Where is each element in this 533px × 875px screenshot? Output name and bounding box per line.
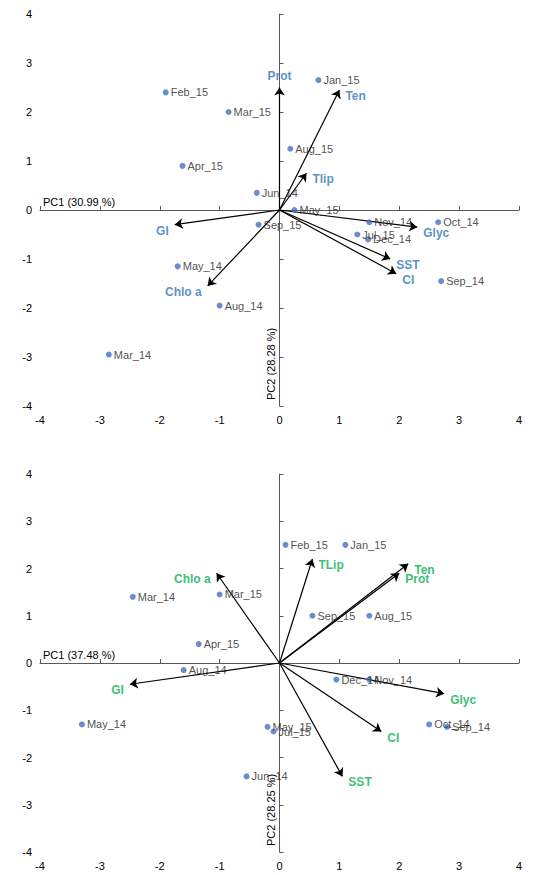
svg-text:-3: -3 <box>95 860 105 872</box>
svg-text:Prot: Prot <box>405 572 429 586</box>
svg-text:Aug_14: Aug_14 <box>225 300 263 312</box>
svg-text:Apr_15: Apr_15 <box>188 160 223 172</box>
svg-text:Sep_14: Sep_14 <box>452 721 490 733</box>
svg-text:-4: -4 <box>22 846 32 858</box>
svg-text:Sep_15: Sep_15 <box>317 610 355 622</box>
svg-text:Oct_14: Oct_14 <box>443 216 478 228</box>
svg-text:May_14: May_14 <box>183 260 222 272</box>
svg-text:3: 3 <box>26 57 32 69</box>
svg-text:CI: CI <box>402 273 414 287</box>
svg-text:4: 4 <box>516 414 522 426</box>
svg-text:GI: GI <box>111 683 124 697</box>
svg-text:Mar_14: Mar_14 <box>114 349 151 361</box>
svg-text:Chlo a: Chlo a <box>174 572 211 586</box>
svg-text:Prot: Prot <box>268 69 292 83</box>
svg-text:-2: -2 <box>155 860 165 872</box>
svg-text:Jan_15: Jan_15 <box>323 74 359 86</box>
svg-text:4: 4 <box>26 8 32 20</box>
svg-text:-1: -1 <box>215 860 225 872</box>
svg-text:Feb_15: Feb_15 <box>290 539 327 551</box>
svg-text:Feb_15: Feb_15 <box>171 86 208 98</box>
svg-text:Apr_15: Apr_15 <box>204 638 239 650</box>
svg-text:PC2 (28.25 %): PC2 (28.25 %) <box>265 774 277 846</box>
svg-text:CI: CI <box>387 731 399 745</box>
svg-text:PC2 (28.28 %): PC2 (28.28 %) <box>265 328 277 400</box>
svg-text:1: 1 <box>336 860 342 872</box>
svg-text:Ten: Ten <box>414 562 435 577</box>
svg-text:-1: -1 <box>215 414 225 426</box>
svg-text:Glyc: Glyc <box>423 226 449 240</box>
svg-text:-1: -1 <box>22 704 32 716</box>
svg-text:2: 2 <box>396 414 402 426</box>
svg-text:3: 3 <box>26 515 32 527</box>
svg-text:3: 3 <box>456 414 462 426</box>
svg-text:Dec_14: Dec_14 <box>341 674 379 686</box>
svg-text:May_15: May_15 <box>299 204 338 216</box>
svg-text:Mar_15: Mar_15 <box>225 588 262 600</box>
svg-text:Nov_14: Nov_14 <box>374 674 412 686</box>
svg-text:SST: SST <box>348 775 372 789</box>
svg-text:0: 0 <box>26 204 32 216</box>
svg-text:1: 1 <box>26 155 32 167</box>
svg-text:0: 0 <box>26 657 32 669</box>
svg-text:GI: GI <box>156 224 169 238</box>
svg-text:PC1 (30.99 %): PC1 (30.99 %) <box>43 196 115 208</box>
svg-text:-2: -2 <box>22 302 32 314</box>
svg-text:Mar_15: Mar_15 <box>234 106 271 118</box>
svg-text:-4: -4 <box>35 414 45 426</box>
svg-text:TLip: TLip <box>318 558 343 572</box>
svg-text:Tlip: Tlip <box>312 172 333 186</box>
svg-text:PC1 (37.48 %): PC1 (37.48 %) <box>43 649 115 661</box>
svg-text:-2: -2 <box>155 414 165 426</box>
svg-text:-3: -3 <box>95 414 105 426</box>
svg-text:-1: -1 <box>22 253 32 265</box>
svg-text:-2: -2 <box>22 752 32 764</box>
svg-text:-3: -3 <box>22 799 32 811</box>
svg-text:4: 4 <box>516 860 522 872</box>
svg-text:1: 1 <box>26 610 32 622</box>
svg-text:Jun_14: Jun_14 <box>252 770 288 782</box>
svg-text:-4: -4 <box>35 860 45 872</box>
svg-text:Aug_15: Aug_15 <box>374 610 412 622</box>
svg-text:May_14: May_14 <box>87 718 126 730</box>
svg-text:SST: SST <box>396 258 420 272</box>
svg-text:Dec_14: Dec_14 <box>373 233 411 245</box>
svg-text:3: 3 <box>456 860 462 872</box>
svg-text:-3: -3 <box>22 351 32 363</box>
svg-text:2: 2 <box>26 563 32 575</box>
svg-text:Jun_14: Jun_14 <box>262 187 298 199</box>
svg-text:-4: -4 <box>22 400 32 412</box>
svg-text:Jan_15: Jan_15 <box>350 539 386 551</box>
svg-text:1: 1 <box>336 414 342 426</box>
svg-text:Jul_15: Jul_15 <box>279 726 311 738</box>
svg-text:Nov_14: Nov_14 <box>374 216 412 228</box>
svg-text:Mar_14: Mar_14 <box>138 591 175 603</box>
svg-text:Glyc: Glyc <box>450 693 476 707</box>
svg-text:Sep_15: Sep_15 <box>264 219 302 231</box>
svg-text:Aug_14: Aug_14 <box>189 664 227 676</box>
svg-text:0: 0 <box>276 860 282 872</box>
svg-text:4: 4 <box>26 468 32 480</box>
svg-text:Ten: Ten <box>345 89 365 103</box>
svg-text:2: 2 <box>26 106 32 118</box>
svg-text:Sep_14: Sep_14 <box>446 275 484 287</box>
svg-text:2: 2 <box>396 860 402 872</box>
svg-text:Aug_15: Aug_15 <box>295 143 333 155</box>
svg-text:0: 0 <box>276 414 282 426</box>
svg-text:Chlo a: Chlo a <box>165 285 202 299</box>
